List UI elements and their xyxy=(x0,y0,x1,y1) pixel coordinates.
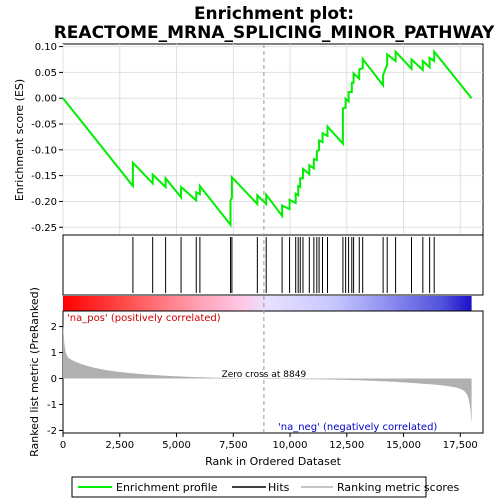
legend-label-hits: Hits xyxy=(268,481,290,494)
rank-y-tick-label: 2 xyxy=(51,322,57,333)
x-tick-label: 17,500 xyxy=(443,440,478,451)
chart-title-line1: Enrichment plot: xyxy=(194,4,354,24)
hit-marks xyxy=(132,237,435,293)
enrichment-profile-line xyxy=(62,48,473,228)
rank-y-tick-label: 1 xyxy=(51,348,57,359)
es-y-ticks: 0.10 0.05 0.00 -0.05 -0.10 -0.15 -0.20 -0.25 xyxy=(31,42,63,234)
zero-cross-label: Zero cross at 8849 xyxy=(222,370,307,380)
color-gradient-bar xyxy=(63,296,472,311)
rank-panel: 2 1 0 -1 -2 Zero cross at 8849 'na_pos' (pos… xyxy=(28,44,484,457)
legend-label-enrichment-profile: Enrichment profile xyxy=(116,481,218,494)
rank-y-axis-label: Ranked list metric (PreRanked) xyxy=(28,287,41,457)
x-tick-label: 5,000 xyxy=(162,440,191,451)
chart-title-line2: REACTOME_MRNA_SPLICING_MINOR_PATHWAY xyxy=(54,23,495,43)
x-tick-label: 0 xyxy=(60,440,66,451)
x-axis-ticks: 0 2,500 5,000 7,500 10,000 12,500 15,000 17,500 xyxy=(60,433,478,451)
x-tick-label: 7,500 xyxy=(219,440,248,451)
es-grid xyxy=(62,44,483,235)
es-y-tick-label: -0.20 xyxy=(31,197,57,208)
x-tick-label: 10,000 xyxy=(273,440,308,451)
legend: Enrichment profile Hits Ranking metric s… xyxy=(71,476,459,498)
es-y-tick-label: -0.15 xyxy=(31,171,57,182)
es-y-tick-label: 0.00 xyxy=(35,94,57,105)
es-y-axis-label: Enrichment score (ES) xyxy=(13,79,26,201)
hits-panel-frame xyxy=(62,234,484,296)
es-y-tick-label: 0.05 xyxy=(35,68,57,79)
rank-panel-frame xyxy=(62,310,484,434)
es-y-tick-label: -0.05 xyxy=(31,120,57,131)
x-tick-label: 2,500 xyxy=(105,440,134,451)
rank-y-tick-label: -2 xyxy=(47,426,57,437)
pos-correlated-label: 'na_pos' (positively correlated) xyxy=(67,313,221,324)
x-axis-label: Rank in Ordered Dataset xyxy=(205,455,342,468)
rank-y-tick-label: 0 xyxy=(51,374,57,385)
es-panel: 0.10 0.05 0.00 -0.05 -0.10 -0.15 -0.20 -0.25 En… xyxy=(13,42,484,236)
rank-y-tick-label: -1 xyxy=(47,400,57,411)
rank-color-bar xyxy=(63,296,472,311)
hits-panel xyxy=(62,234,484,296)
es-y-tick-label: 0.10 xyxy=(35,42,57,53)
x-tick-label: 15,000 xyxy=(386,440,421,451)
es-y-tick-label: -0.25 xyxy=(31,223,57,234)
rank-y-ticks: 2 1 0 -1 -2 xyxy=(47,322,63,437)
x-tick-label: 12,500 xyxy=(329,440,364,451)
neg-correlated-label: 'na_neg' (negatively correlated) xyxy=(278,422,437,433)
es-y-tick-label: -0.10 xyxy=(31,145,57,156)
legend-label-ranking-metric: Ranking metric scores xyxy=(337,481,459,494)
